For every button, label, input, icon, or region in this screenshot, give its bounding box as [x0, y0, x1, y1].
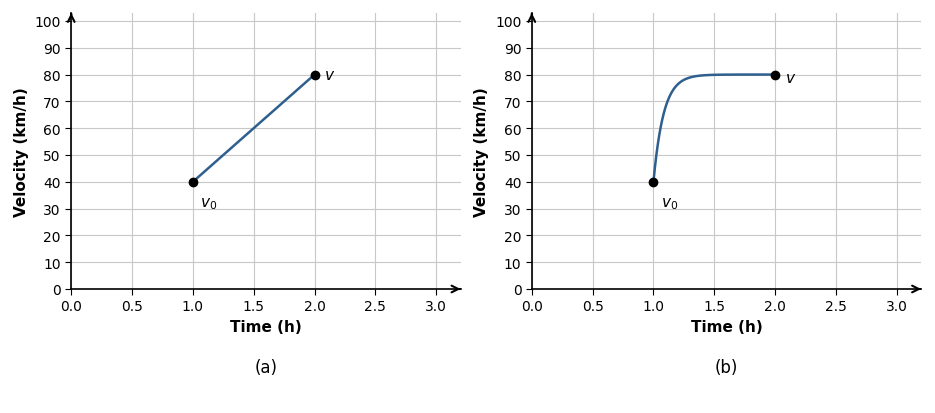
X-axis label: Time (h): Time (h) — [230, 319, 302, 334]
Text: $v$: $v$ — [324, 68, 336, 83]
Text: (a): (a) — [254, 358, 278, 376]
Text: $v_0$: $v_0$ — [200, 196, 217, 211]
Y-axis label: Velocity (km/h): Velocity (km/h) — [474, 87, 489, 216]
Text: $v$: $v$ — [784, 71, 796, 85]
Text: (b): (b) — [714, 358, 738, 376]
Y-axis label: Velocity (km/h): Velocity (km/h) — [14, 87, 29, 216]
X-axis label: Time (h): Time (h) — [691, 319, 762, 334]
Text: $v_0$: $v_0$ — [661, 196, 678, 211]
